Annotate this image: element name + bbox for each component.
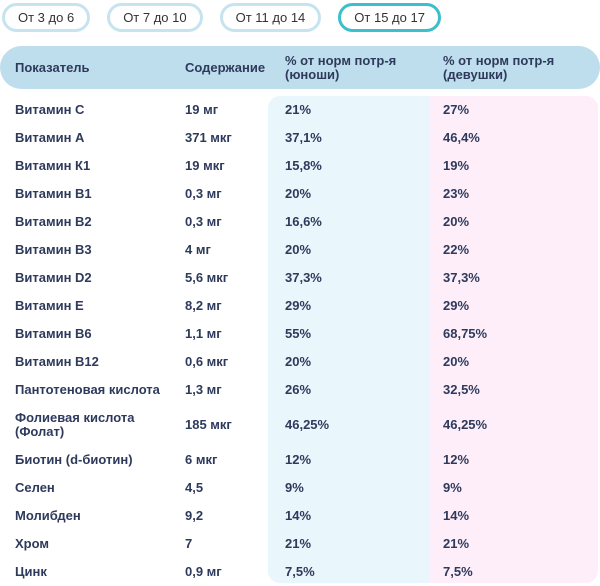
cell-content: 371 мкг bbox=[185, 130, 232, 145]
cell-content: 6 мкг bbox=[185, 452, 218, 467]
table-row: Витамин A 371 мкг 37,1% 46,4% bbox=[0, 124, 600, 152]
cell-indicator: Витамин D2 bbox=[15, 270, 92, 285]
table-row: Витамин C 19 мг 21% 27% bbox=[0, 96, 600, 124]
cell-boys: 15,8% bbox=[285, 158, 322, 173]
table-row: Витамин B12 0,6 мкг 20% 20% bbox=[0, 348, 600, 376]
cell-girls: 27% bbox=[443, 102, 470, 117]
table-row: Цинк 0,9 мг 7,5% 7,5% bbox=[0, 558, 600, 586]
tab-age-0[interactable]: От 3 до 6 bbox=[2, 3, 91, 32]
cell-indicator: Витамин B2 bbox=[15, 214, 92, 229]
cell-girls: 46,25% bbox=[443, 417, 488, 432]
cell-girls: 20% bbox=[443, 354, 470, 369]
table-row: Селен 4,5 9% 9% bbox=[0, 474, 600, 502]
cell-boys: 9% bbox=[285, 480, 304, 495]
cell-content: 8,2 мг bbox=[185, 298, 222, 313]
boys-column-bg bbox=[268, 96, 430, 583]
tab-age-1[interactable]: От 7 до 10 bbox=[107, 3, 203, 32]
cell-boys: 7,5% bbox=[285, 564, 315, 579]
cell-boys: 20% bbox=[285, 242, 312, 257]
tab-age-3[interactable]: От 15 до 17 bbox=[338, 3, 441, 32]
cell-content: 1,1 мг bbox=[185, 326, 222, 341]
table-row: Витамин B6 1,1 мг 55% 68,75% bbox=[0, 320, 600, 348]
cell-indicator: Витамин E bbox=[15, 298, 84, 313]
table-header: Показатель Содержание % от норм потр-я (… bbox=[0, 46, 600, 89]
table-row: Витамин E 8,2 мг 29% 29% bbox=[0, 292, 600, 320]
cell-content: 19 мг bbox=[185, 102, 219, 117]
table-row: Витамин К1 19 мкг 15,8% 19% bbox=[0, 152, 600, 180]
cell-girls: 12% bbox=[443, 452, 470, 467]
cell-girls: 22% bbox=[443, 242, 470, 257]
cell-content: 0,3 мг bbox=[185, 186, 222, 201]
cell-indicator: Цинк bbox=[15, 564, 47, 579]
cell-indicator: Хром bbox=[15, 536, 49, 551]
cell-content: 9,2 bbox=[185, 508, 204, 523]
cell-content: 5,6 мкг bbox=[185, 270, 229, 285]
cell-girls: 46,4% bbox=[443, 130, 480, 145]
table-row: Хром 7 21% 21% bbox=[0, 530, 600, 558]
cell-boys: 26% bbox=[285, 382, 312, 397]
cell-girls: 21% bbox=[443, 536, 470, 551]
cell-content: 19 мкг bbox=[185, 158, 225, 173]
cell-boys: 37,3% bbox=[285, 270, 322, 285]
cell-girls: 29% bbox=[443, 298, 470, 313]
age-tabs: От 3 до 6 От 7 до 10 От 11 до 14 От 15 до 1… bbox=[2, 3, 458, 32]
header-content: Содержание bbox=[185, 60, 266, 75]
cell-boys: 20% bbox=[285, 354, 312, 369]
cell-girls: 23% bbox=[443, 186, 470, 201]
table-row: Молибден 9,2 14% 14% bbox=[0, 502, 600, 530]
cell-indicator: Витамин B3 bbox=[15, 242, 92, 257]
table-row: Пантотеновая кислота 1,3 мг 26% 32,5% bbox=[0, 376, 600, 404]
cell-girls: 19% bbox=[443, 158, 470, 173]
cell-indicator: Биотин (d-биотин) bbox=[15, 452, 133, 467]
cell-girls: 32,5% bbox=[443, 382, 480, 397]
cell-content: 0,6 мкг bbox=[185, 354, 229, 369]
cell-indicator: Витамин B1 bbox=[15, 186, 92, 201]
cell-indicator: Фолиевая кислота (Фолат) bbox=[15, 410, 135, 439]
cell-boys: 37,1% bbox=[285, 130, 322, 145]
cell-boys: 21% bbox=[285, 102, 312, 117]
cell-content: 185 мкг bbox=[185, 417, 232, 432]
cell-girls: 68,75% bbox=[443, 326, 488, 341]
cell-boys: 20% bbox=[285, 186, 312, 201]
table-row: Витамин D2 5,6 мкг 37,3% 37,3% bbox=[0, 264, 600, 292]
cell-boys: 14% bbox=[285, 508, 312, 523]
header-girls: % от норм потр-я (девушки) bbox=[443, 53, 555, 82]
table-row: Биотин (d-биотин) 6 мкг 12% 12% bbox=[0, 446, 600, 474]
cell-content: 1,3 мг bbox=[185, 382, 222, 397]
header-indicator: Показатель bbox=[15, 60, 90, 75]
table-body: Витамин C 19 мг 21% 27% Витамин A 371 мкг 37,1… bbox=[0, 96, 600, 586]
cell-boys: 12% bbox=[285, 452, 312, 467]
cell-indicator: Витамин A bbox=[15, 130, 85, 145]
cell-content: 4,5 bbox=[185, 480, 204, 495]
table-row: Витамин B1 0,3 мг 20% 23% bbox=[0, 180, 600, 208]
cell-indicator: Витамин B12 bbox=[15, 354, 99, 369]
cell-indicator: Витамин C bbox=[15, 102, 85, 117]
cell-girls: 9% bbox=[443, 480, 462, 495]
cell-indicator: Молибден bbox=[15, 508, 81, 523]
cell-indicator: Витамин B6 bbox=[15, 326, 92, 341]
cell-indicator: Витамин К1 bbox=[15, 158, 91, 173]
cell-girls: 7,5% bbox=[443, 564, 473, 579]
cell-boys: 29% bbox=[285, 298, 312, 313]
cell-boys: 46,25% bbox=[285, 417, 330, 432]
table-row: Витамин B2 0,3 мг 16,6% 20% bbox=[0, 208, 600, 236]
table-row: Фолиевая кислота (Фолат) 185 мкг 46,25% 46,… bbox=[0, 404, 600, 446]
cell-girls: 37,3% bbox=[443, 270, 480, 285]
cell-content: 4 мг bbox=[185, 242, 211, 257]
cell-girls: 14% bbox=[443, 508, 470, 523]
cell-girls: 20% bbox=[443, 214, 470, 229]
cell-content: 7 bbox=[185, 536, 193, 551]
table-row: Витамин B3 4 мг 20% 22% bbox=[0, 236, 600, 264]
tab-age-2[interactable]: От 11 до 14 bbox=[219, 3, 322, 32]
cell-content: 0,9 мг bbox=[185, 564, 222, 579]
cell-indicator: Пантотеновая кислота bbox=[15, 382, 160, 397]
cell-boys: 21% bbox=[285, 536, 312, 551]
cell-content: 0,3 мг bbox=[185, 214, 222, 229]
cell-boys: 16,6% bbox=[285, 214, 322, 229]
cell-boys: 55% bbox=[285, 326, 312, 341]
cell-indicator: Селен bbox=[15, 480, 55, 495]
girls-column-bg bbox=[430, 96, 598, 583]
header-boys: % от норм потр-я (юноши) bbox=[285, 53, 397, 82]
